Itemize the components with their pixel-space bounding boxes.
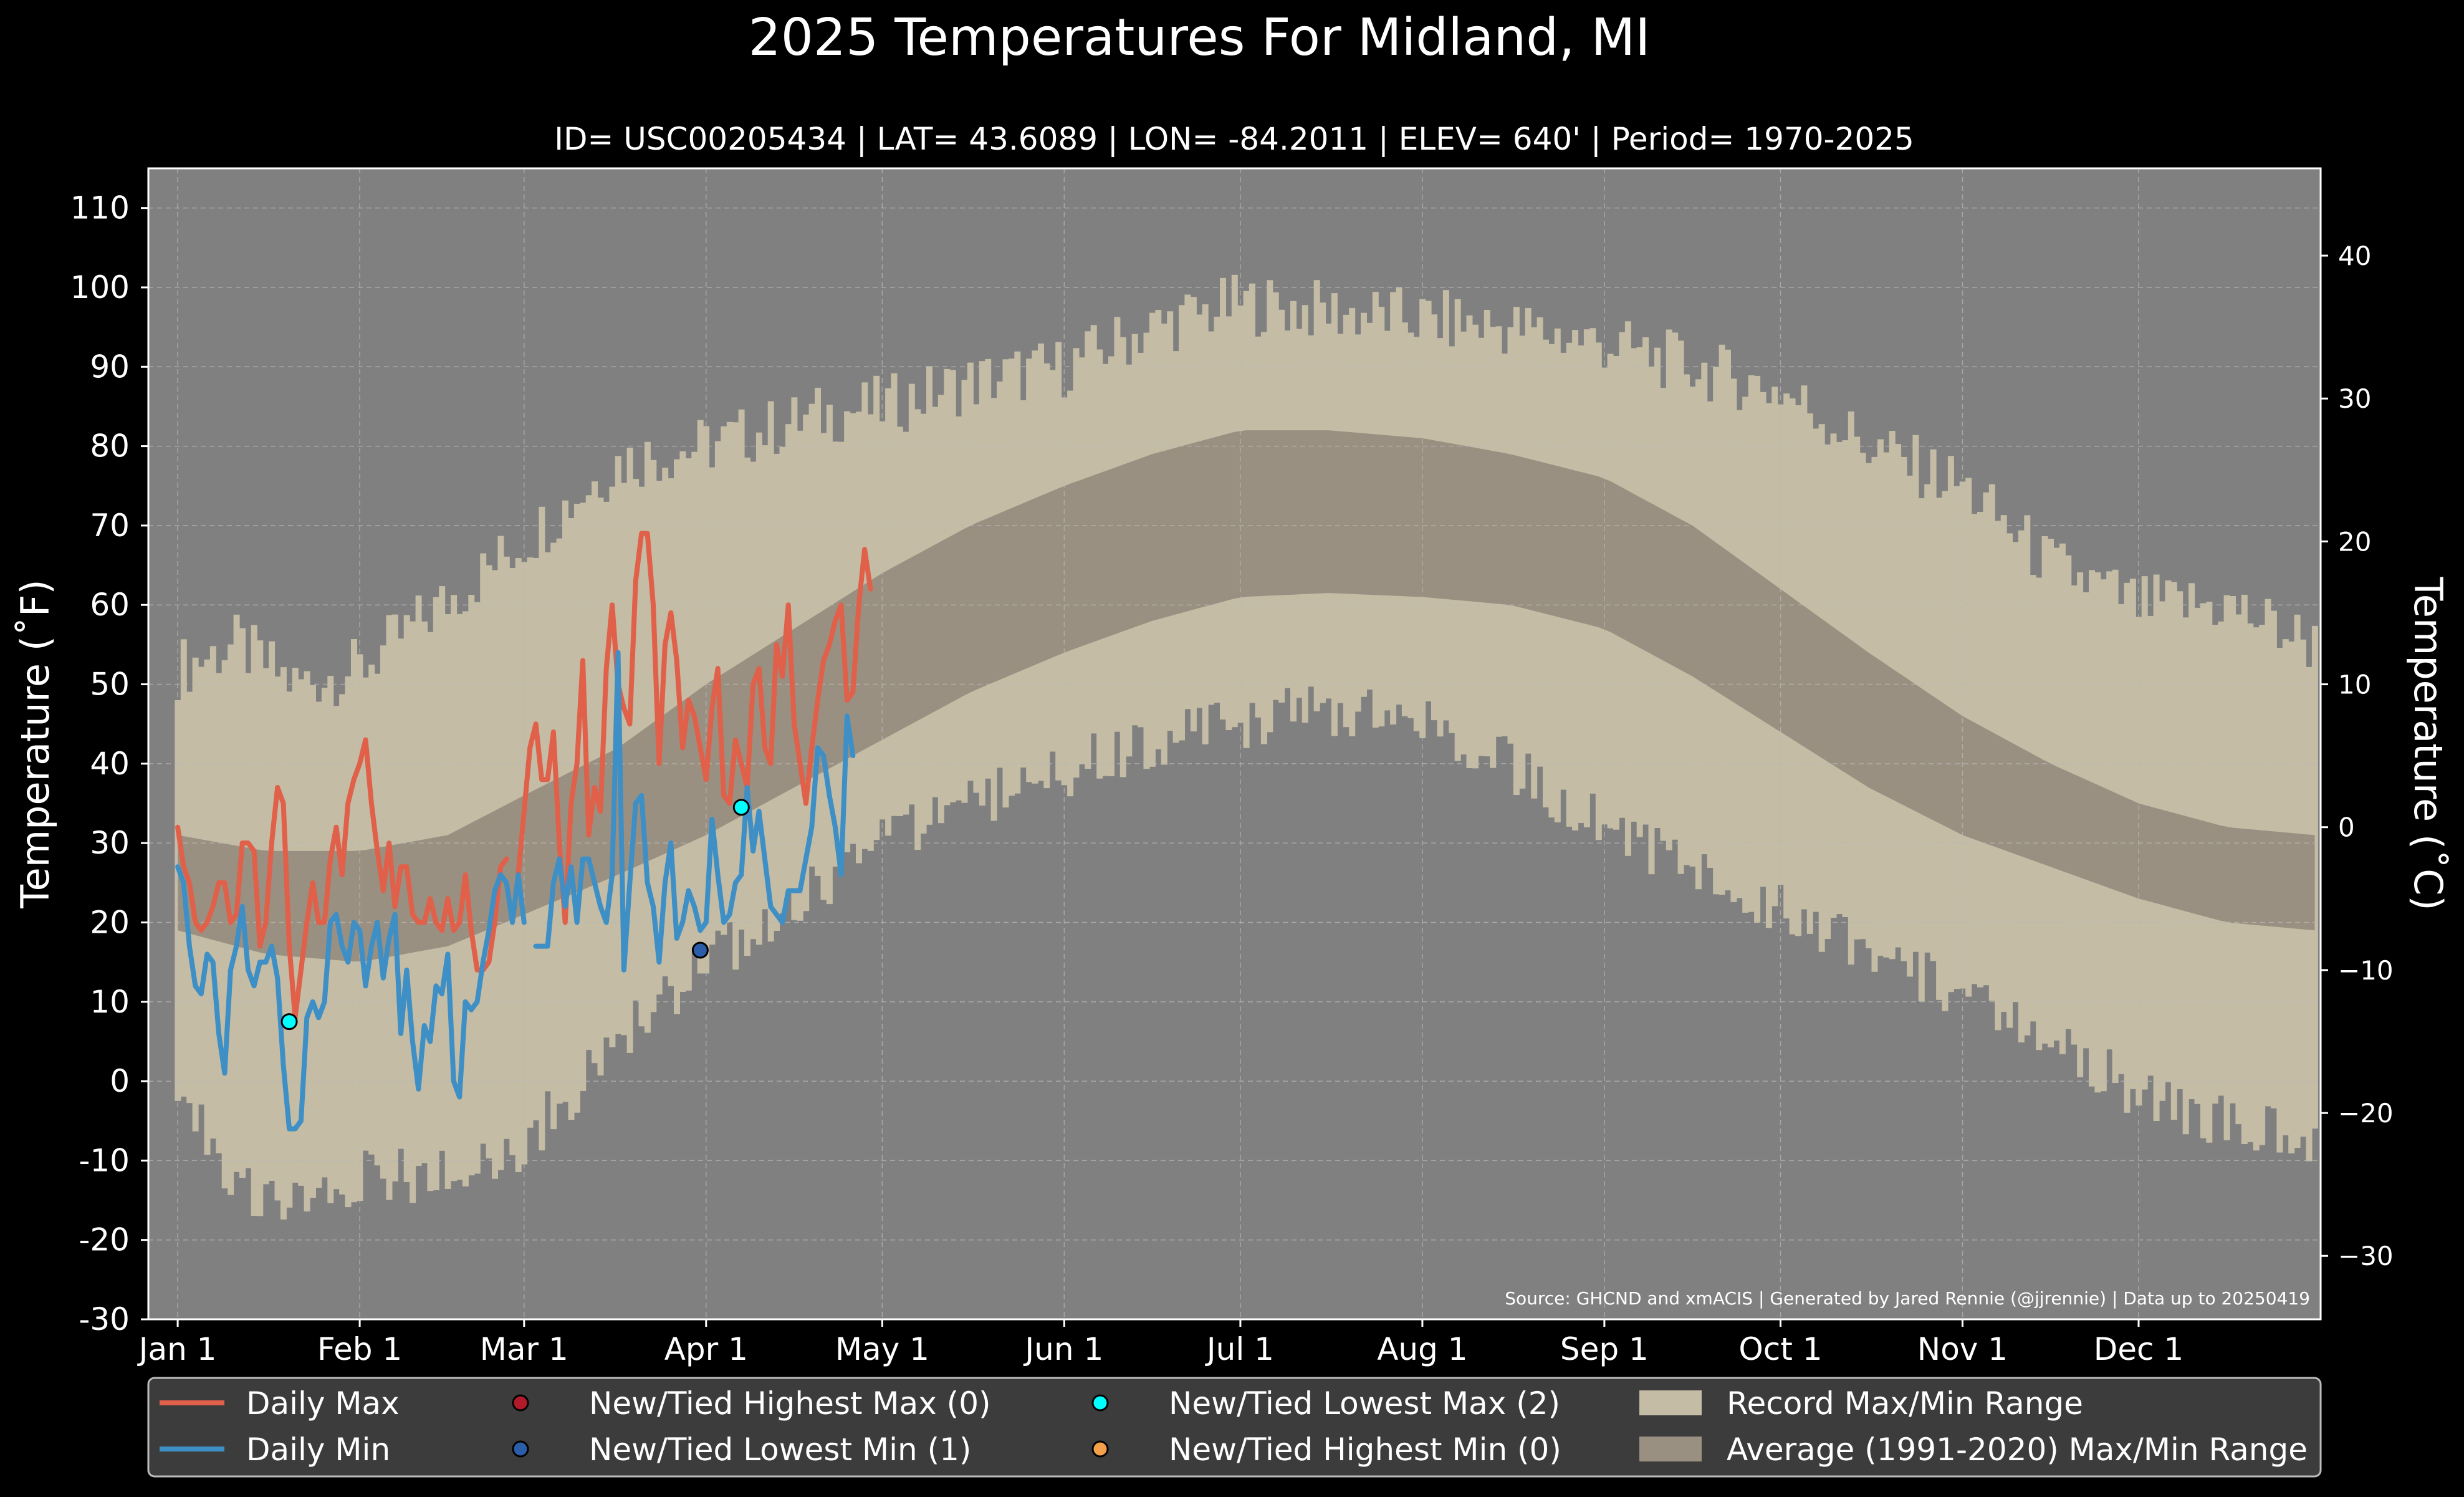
- record-marker: [280, 1013, 298, 1031]
- x-axis: Jan 1 Feb 1 Mar 1 Apr 1 May 1 Jun 1 Jul 1 Aug 1…: [137, 1319, 2184, 1367]
- legend-label: Daily Max: [246, 1385, 400, 1422]
- x-tick-label: Feb 1: [317, 1331, 402, 1367]
- daily-min-series: [175, 650, 856, 1132]
- legend-label: New/Tied Highest Min (0): [1169, 1432, 1561, 1468]
- y-right-tick-label: 0: [2338, 812, 2355, 843]
- daily-max-series: [175, 531, 873, 1021]
- y-right-tick-label: 20: [2338, 526, 2371, 557]
- y-tick-label: 10: [90, 984, 130, 1020]
- y-tick-label: 100: [70, 269, 130, 306]
- legend-dot-swatch: [1091, 1394, 1109, 1412]
- x-tick-label: Jul 1: [1205, 1331, 1274, 1367]
- y-tick-label: -30: [79, 1301, 130, 1337]
- y-tick-label: 70: [90, 508, 130, 544]
- x-tick-label: Jun 1: [1023, 1331, 1103, 1367]
- x-tick-label: Oct 1: [1738, 1331, 1822, 1367]
- y-right-tick-label: −30: [2338, 1241, 2394, 1271]
- y-tick-label: 50: [90, 667, 130, 703]
- y-axis-left: -30 -20 -10 0 10 20 30 40 50 60 70 80 90 100 110: [70, 190, 148, 1337]
- legend-dot-swatch: [1091, 1440, 1109, 1458]
- y-tick-label: 40: [90, 746, 130, 782]
- legend-dot-swatch: [512, 1440, 529, 1458]
- y-right-tick-label: 10: [2338, 670, 2371, 700]
- record-markers: [280, 799, 750, 1031]
- y-tick-label: 110: [70, 190, 130, 226]
- x-tick-label: Apr 1: [664, 1331, 748, 1367]
- grid: [148, 168, 2321, 1320]
- y-axis-label-right: Temperature (˚C): [2405, 576, 2451, 910]
- x-tick-label: Dec 1: [2094, 1331, 2184, 1367]
- plot-frame: [147, 167, 2322, 1321]
- y-tick-label: 30: [90, 825, 130, 861]
- y-axis-right: −30 −20 −10 0 10 20 30 40: [2321, 241, 2394, 1271]
- y-tick-label: 60: [90, 587, 130, 623]
- x-tick-label: Sep 1: [1560, 1331, 1649, 1367]
- daily-min-line: [175, 864, 527, 1132]
- y-tick-label: 90: [90, 349, 130, 385]
- legend-label: Average (1991-2020) Max/Min Range: [1727, 1432, 2308, 1468]
- y-right-tick-label: 30: [2338, 383, 2371, 414]
- source-note: Source: GHCND and xmACIS | Generated by …: [1505, 1288, 2310, 1309]
- legend-patch-swatch: [1639, 1437, 1702, 1461]
- daily-max-line: [175, 737, 509, 1021]
- x-tick-label: Mar 1: [480, 1331, 568, 1367]
- y-axis-label-left: Temperature (˚F): [12, 579, 58, 908]
- x-tick-label: May 1: [835, 1331, 929, 1367]
- record-marker: [732, 799, 750, 816]
- y-tick-label: 20: [90, 904, 130, 940]
- legend-patch-swatch: [1639, 1390, 1702, 1415]
- legend-label: Daily Min: [246, 1432, 390, 1468]
- x-tick-label: Jan 1: [137, 1331, 217, 1367]
- record-range-bar: [2311, 625, 2318, 1129]
- legend-box: [147, 1377, 2322, 1478]
- x-tick-label: Nov 1: [1917, 1331, 2008, 1367]
- y-tick-label: -10: [79, 1142, 130, 1178]
- chart-subtitle: ID= USC00205434 | LAT= 43.6089 | LON= -8…: [554, 121, 1914, 157]
- legend-dot-swatch: [512, 1394, 529, 1412]
- daily-max-line: [515, 531, 873, 925]
- y-right-tick-label: −10: [2338, 955, 2394, 986]
- y-right-tick-label: −20: [2338, 1098, 2394, 1129]
- daily-min-line: [533, 650, 856, 973]
- legend-label: Record Max/Min Range: [1727, 1385, 2083, 1422]
- record-marker: [691, 941, 709, 959]
- chart-title: 2025 Temperatures For Midland, MI: [749, 8, 1651, 67]
- legend-label: New/Tied Lowest Min (1): [589, 1432, 971, 1468]
- legend: Daily Max Daily Min New/Tied Highest Max (…: [147, 1377, 2322, 1478]
- legend-label: New/Tied Lowest Max (2): [1169, 1385, 1560, 1422]
- y-tick-label: -20: [79, 1222, 130, 1258]
- y-tick-label: 80: [90, 428, 130, 465]
- y-tick-label: 0: [110, 1063, 130, 1099]
- legend-label: New/Tied Highest Max (0): [589, 1385, 991, 1422]
- x-tick-label: Aug 1: [1377, 1331, 1467, 1367]
- y-right-tick-label: 40: [2338, 241, 2371, 271]
